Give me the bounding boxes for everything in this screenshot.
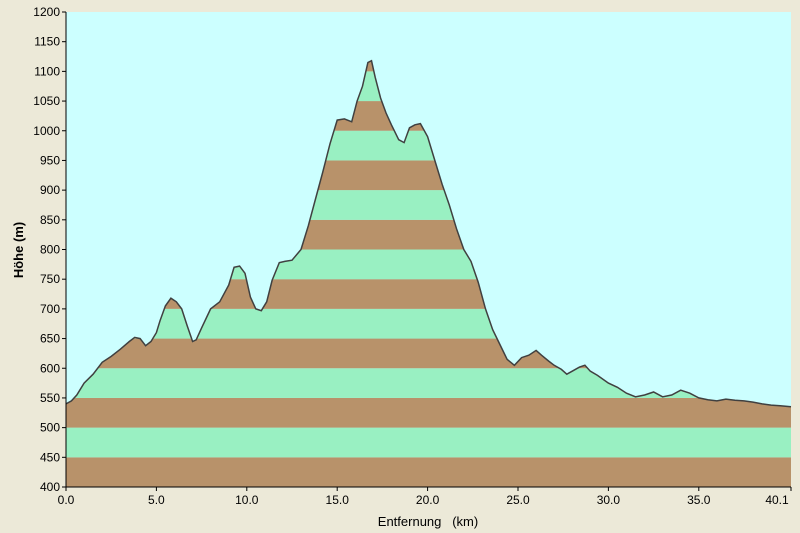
x-tick-label: 5.0 <box>148 493 165 507</box>
y-tick-label: 650 <box>40 332 60 346</box>
y-tick-label: 900 <box>40 183 60 197</box>
y-tick-label: 750 <box>40 272 60 286</box>
y-tick-label: 1000 <box>33 124 60 138</box>
y-tick-label: 950 <box>40 153 60 167</box>
y-tick-label: 1150 <box>34 35 60 49</box>
x-tick-label: 10.0 <box>235 493 259 507</box>
x-tick-label: 0.0 <box>58 493 75 507</box>
y-axis-ticks: 400 450 500 550 600 650 700 750 800 850 900 950 1000… <box>33 5 66 494</box>
y-tick-label: 500 <box>40 421 60 435</box>
x-axis-ticks: 0.0 5.0 10.0 15.0 20.0 25.0 30.0 35.0 40.1 <box>58 487 792 507</box>
x-tick-label: 25.0 <box>506 493 530 507</box>
y-tick-label: 1200 <box>33 5 60 19</box>
x-axis-title: Entfernung (km) <box>378 514 478 529</box>
x-tick-label: 15.0 <box>326 493 350 507</box>
profile-line <box>65 59 792 408</box>
y-tick-label: 1100 <box>34 64 60 78</box>
y-tick-label: 550 <box>40 391 60 405</box>
elevation-band <box>66 427 791 458</box>
x-tick-label: 40.1 <box>765 493 789 507</box>
y-tick-label: 400 <box>40 480 60 494</box>
y-tick-label: 600 <box>40 361 60 375</box>
y-tick-label: 800 <box>40 243 60 257</box>
y-tick-label: 850 <box>40 213 60 227</box>
y-tick-label: 1050 <box>33 94 60 108</box>
y-tick-label: 450 <box>40 450 60 464</box>
elevation-band <box>66 397 791 428</box>
x-tick-label: 20.0 <box>416 493 440 507</box>
x-tick-label: 30.0 <box>597 493 621 507</box>
y-tick-label: 700 <box>40 302 60 316</box>
x-tick-label: 35.0 <box>687 493 711 507</box>
elevation-band <box>66 457 791 487</box>
y-axis-title: Höhe (m) <box>11 222 26 278</box>
